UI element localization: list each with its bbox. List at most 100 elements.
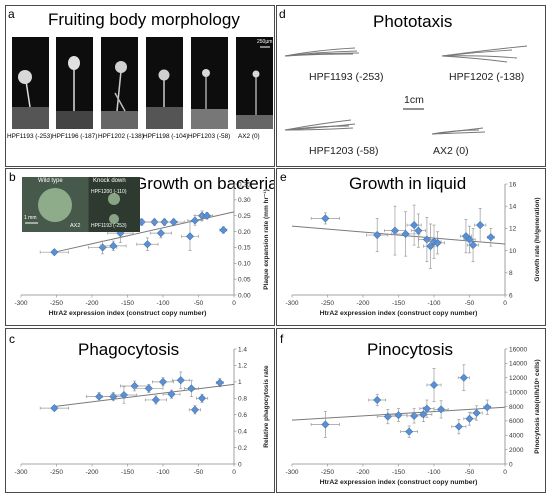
y-tick-label: 10 xyxy=(509,248,517,255)
data-point xyxy=(414,226,423,235)
y-tick-label: 12 xyxy=(509,226,517,233)
data-point xyxy=(98,243,107,252)
data-point xyxy=(401,229,410,238)
inset-scale-label: 1 mm xyxy=(24,215,37,221)
y-tick-label: 14 xyxy=(509,204,517,211)
y-tick-label: 0.8 xyxy=(238,396,247,403)
x-tick-label: -200 xyxy=(356,469,369,476)
y-axis-label: Plaque expansion rate (mm hr⁻¹) xyxy=(263,189,270,290)
data-point xyxy=(143,240,152,249)
data-point xyxy=(50,404,59,413)
panel-d: d Phototaxis HPF1193 (-253) HPF1202 (-13… xyxy=(276,5,546,167)
wildtype-plaque-drawing xyxy=(25,188,72,224)
x-tick-label: -50 xyxy=(194,300,204,307)
data-point xyxy=(202,211,212,220)
x-tick-label: 0 xyxy=(503,469,507,476)
trend-line xyxy=(54,211,235,253)
data-point xyxy=(321,420,330,429)
phagocytosis-chart: c Phagocytosis -300 -250 -200 -150 -100 -50 00 0.… xyxy=(9,332,270,476)
trend-line xyxy=(54,383,235,407)
y-tick-label: 4000 xyxy=(509,433,524,440)
inset-strain-1-label: HPF1200 (-110) xyxy=(91,189,127,195)
y-tick-label: 0.4 xyxy=(238,428,247,435)
x-tick-label: -300 xyxy=(285,469,298,476)
data-point xyxy=(373,396,382,405)
x-axis-label: HtrA2 expression index (construct copy n… xyxy=(320,310,478,317)
panel-a-title: Fruiting body morphology xyxy=(48,10,240,29)
data-point xyxy=(469,241,478,250)
x-tick-label: -200 xyxy=(356,300,369,307)
y-tick-label: 0 xyxy=(238,461,242,468)
data-point xyxy=(465,414,474,423)
x-tick-label: -250 xyxy=(50,300,63,307)
data-point xyxy=(410,221,419,230)
x-axis-label: HtrA2 expression index (construct copy n… xyxy=(49,310,207,317)
data-point xyxy=(156,229,165,238)
y-tick-label: 1.2 xyxy=(238,363,247,370)
panel-letter: c xyxy=(9,332,15,346)
x-tick-label: -200 xyxy=(85,469,98,476)
x-tick-label: -250 xyxy=(321,469,334,476)
y-tick-label: 0.10 xyxy=(238,261,251,268)
data-point xyxy=(219,225,228,235)
y-tick-label: 16000 xyxy=(509,346,527,353)
fruiting-body-5-drawing xyxy=(191,69,228,129)
panel-c: c Phagocytosis -300 -250 -200 -150 -100 -50 0 0 0.… xyxy=(5,328,275,493)
plaque-inset-wildtype: Wild type 1 mm AX2 xyxy=(22,177,88,232)
x-tick-label: -150 xyxy=(392,469,405,476)
x-tick-label: 0 xyxy=(503,300,507,307)
data-point xyxy=(373,231,382,240)
phototaxis-label-4: AX2 (0) xyxy=(433,145,469,157)
y-tick-label: 0 xyxy=(509,461,513,468)
y-axis-label: Pinocytosis rate(nl/h/10⁶ cells) xyxy=(534,359,541,453)
data-point xyxy=(429,380,439,389)
chart-title: Pinocytosis xyxy=(367,340,453,359)
phototaxis-trails xyxy=(284,45,528,135)
data-point xyxy=(187,384,196,393)
y-tick-label: 16 xyxy=(509,181,517,188)
x-tick-label: -250 xyxy=(321,300,334,307)
scale-bar-label: 250μm xyxy=(257,39,273,45)
y-tick-label: 12000 xyxy=(509,375,527,382)
data-point xyxy=(50,248,59,257)
data-point xyxy=(410,411,419,420)
x-tick-label: -50 xyxy=(465,469,475,476)
panel-d-letter: d xyxy=(279,7,286,21)
x-tick-label: -50 xyxy=(194,469,204,476)
x-tick-label: -150 xyxy=(121,469,134,476)
data-point xyxy=(465,235,474,244)
data-point xyxy=(454,422,463,431)
y-tick-label: 0.05 xyxy=(238,276,251,283)
panel-letter: e xyxy=(280,170,287,184)
x-tick-label: 0 xyxy=(232,300,236,307)
y-tick-label: 0.2 xyxy=(238,445,247,452)
y-tick-label: 0.20 xyxy=(238,229,251,236)
fruiting-photo-2 xyxy=(56,37,93,129)
data-point xyxy=(426,242,435,251)
fruiting-body-4-drawing xyxy=(146,69,183,129)
y-axis-label: Growth rate (hr/generation) xyxy=(534,197,541,281)
data-point xyxy=(151,395,160,404)
data-point xyxy=(433,238,442,247)
growth-on-bacteria-chart: b Growth on bacteria -300 -250 -200 -150 -100 -… xyxy=(9,170,274,317)
y-tick-label: 8000 xyxy=(509,404,524,411)
x-tick-label: -150 xyxy=(392,300,405,307)
fruiting-photo-4 xyxy=(146,37,183,129)
fruiting-body-6-drawing xyxy=(236,46,273,129)
x-tick-label: -200 xyxy=(85,300,98,307)
data-point xyxy=(190,216,199,225)
y-tick-label: 0.6 xyxy=(238,412,247,419)
fruiting-photo-1 xyxy=(12,37,49,129)
y-tick-label: 2000 xyxy=(509,447,524,454)
data-point xyxy=(486,233,495,242)
fruiting-body-1-drawing xyxy=(12,70,49,129)
y-tick-label: 6000 xyxy=(509,418,524,425)
strain-label-4: HPF1198 (-104) xyxy=(143,133,189,140)
strain-label-3: HPF1202 (-138) xyxy=(98,133,144,140)
panel-e: e Growth in liquid -300 -250 -200 -150 -100 -50… xyxy=(276,168,546,326)
chart-title: Phagocytosis xyxy=(78,340,179,359)
y-tick-label: 0.15 xyxy=(238,245,251,252)
panel-letter: f xyxy=(280,332,284,346)
x-tick-label: -100 xyxy=(156,469,169,476)
plaque-inset-knockdown: Knock down HPF1200 (-110) HPF1193 (-253) xyxy=(89,177,140,232)
